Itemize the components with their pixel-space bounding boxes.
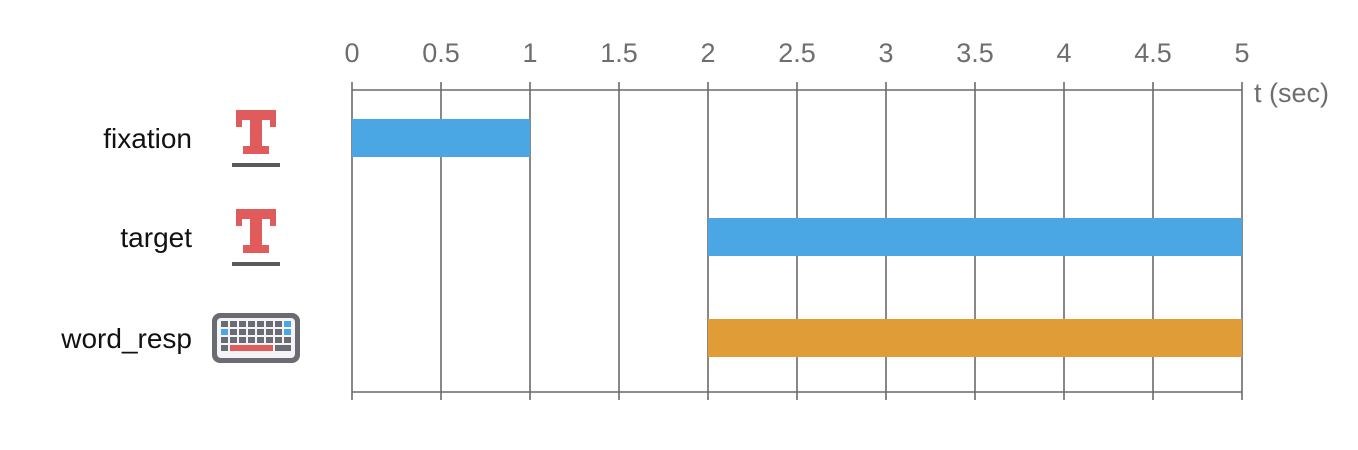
x-tick-label: 3 bbox=[878, 38, 893, 68]
bar-fixation bbox=[352, 119, 530, 157]
x-tick-label: 5 bbox=[1234, 38, 1249, 68]
bar-target bbox=[708, 218, 1242, 256]
text-icon bbox=[232, 209, 280, 266]
x-tick-label: 4 bbox=[1056, 38, 1071, 68]
bar-word-resp bbox=[708, 319, 1242, 357]
x-tick-label: 0 bbox=[344, 38, 359, 68]
text-icon bbox=[232, 110, 280, 167]
x-tick-label: 1 bbox=[522, 38, 537, 68]
x-tick-labels: 0 0.5 1 1.5 2 2.5 3 3.5 4 4.5 5 bbox=[344, 38, 1249, 68]
x-axis-label: t (sec) bbox=[1254, 78, 1329, 108]
x-tick-label: 2 bbox=[700, 38, 715, 68]
x-tick-label: 3.5 bbox=[956, 38, 994, 68]
row-label-word-resp: word_resp bbox=[60, 323, 192, 354]
x-tick-label: 4.5 bbox=[1134, 38, 1172, 68]
row-labels: fixation target word_resp bbox=[60, 123, 192, 354]
row-label-fixation: fixation bbox=[103, 123, 192, 154]
bar-layer bbox=[352, 119, 1242, 357]
row-icons bbox=[212, 110, 300, 363]
x-tick-label: 1.5 bbox=[600, 38, 638, 68]
row-label-target: target bbox=[120, 222, 192, 253]
x-tick-label: 0.5 bbox=[422, 38, 460, 68]
x-tick-label: 2.5 bbox=[778, 38, 816, 68]
keyboard-icon bbox=[212, 313, 300, 363]
